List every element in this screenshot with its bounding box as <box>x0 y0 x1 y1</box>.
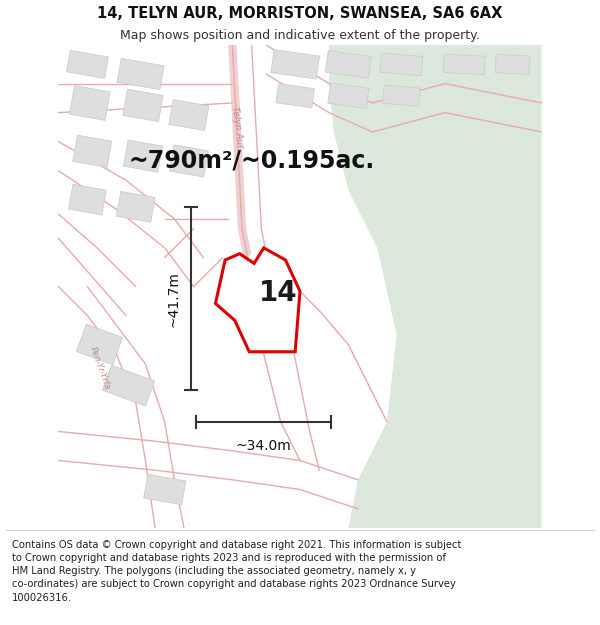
Bar <box>70 86 110 121</box>
Bar <box>124 140 163 172</box>
Bar <box>169 145 208 177</box>
Text: Map shows position and indicative extent of the property.: Map shows position and indicative extent… <box>120 29 480 42</box>
Bar <box>68 184 106 215</box>
Bar <box>76 324 122 365</box>
Bar <box>383 85 421 106</box>
Text: ~41.7m: ~41.7m <box>167 271 181 327</box>
Bar <box>328 83 369 109</box>
Bar <box>227 273 267 310</box>
Bar <box>271 49 320 79</box>
Bar <box>241 312 277 344</box>
Bar <box>380 53 423 76</box>
Polygon shape <box>329 45 542 528</box>
Text: ~790m²/~0.195ac.: ~790m²/~0.195ac. <box>128 149 375 173</box>
Bar <box>325 51 371 78</box>
Text: ~34.0m: ~34.0m <box>236 439 292 452</box>
Bar <box>443 54 485 74</box>
Bar <box>169 99 209 131</box>
Bar <box>103 365 155 406</box>
Bar <box>117 58 164 89</box>
Bar <box>276 84 314 108</box>
Bar <box>116 191 155 222</box>
Text: 14, TELYN AUR, MORRISTON, SWANSEA, SA6 6AX: 14, TELYN AUR, MORRISTON, SWANSEA, SA6 6… <box>97 6 503 21</box>
Polygon shape <box>215 248 300 352</box>
Bar <box>495 54 530 74</box>
Bar <box>67 50 109 78</box>
Bar <box>143 474 186 505</box>
Text: Contains OS data © Crown copyright and database right 2021. This information is : Contains OS data © Crown copyright and d… <box>12 540 461 602</box>
Bar <box>123 89 163 122</box>
Text: 14: 14 <box>259 279 298 307</box>
Text: Telyn Aur: Telyn Aur <box>230 106 245 149</box>
Text: Pen-Yr-Yrfa: Pen-Yr-Yrfa <box>88 346 112 391</box>
Bar <box>73 135 112 168</box>
